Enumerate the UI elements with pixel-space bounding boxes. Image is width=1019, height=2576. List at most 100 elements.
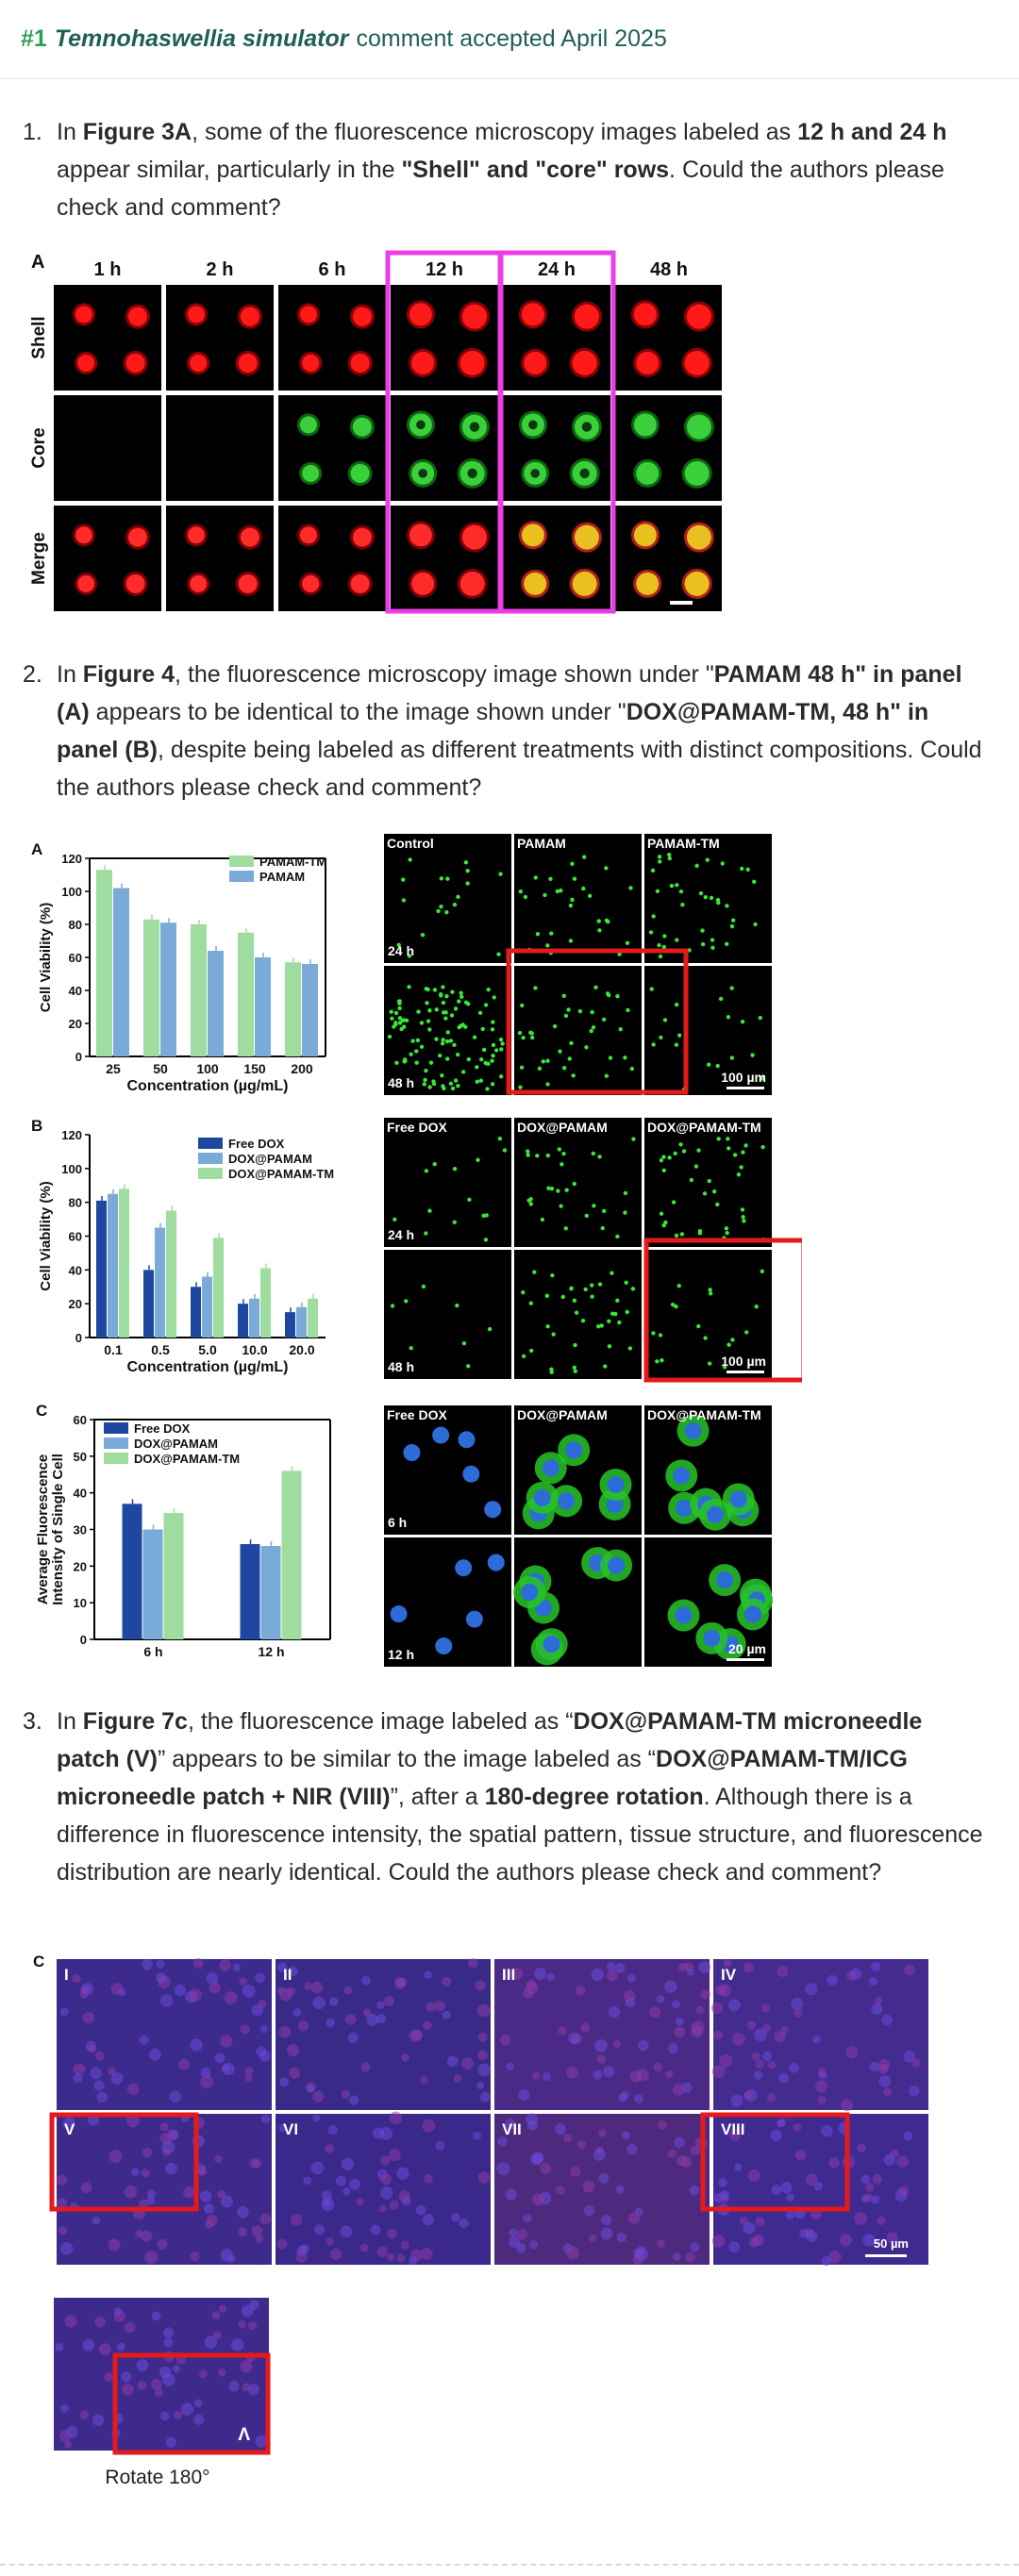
- nucleus: [451, 2212, 460, 2222]
- text-segment: In: [57, 661, 83, 688]
- bar: [96, 1200, 107, 1338]
- cell-dot: [520, 1003, 525, 1008]
- cell-dot: [497, 1137, 503, 1141]
- nucleus: [247, 2384, 259, 2396]
- micrograph-tile: [278, 285, 386, 391]
- nucleus: [211, 2311, 221, 2320]
- cell-dot: [708, 1288, 712, 1292]
- nucleus: [108, 2238, 121, 2252]
- nucleus: [142, 1959, 153, 1970]
- nucleus: [713, 2030, 723, 2040]
- cell-dot: [483, 1003, 489, 1007]
- cell-dot: [528, 1202, 533, 1206]
- cell-spot: [461, 524, 487, 550]
- nucleus: [296, 2245, 308, 2256]
- nucleus: [190, 2252, 200, 2262]
- nucleus: [306, 2085, 315, 2093]
- nucleus: [719, 2190, 729, 2201]
- cell-dot: [498, 872, 503, 876]
- cell-dot: [716, 1137, 721, 1141]
- nucleus: [898, 2185, 910, 2197]
- tile-label: IV: [721, 1966, 737, 1984]
- micrograph-tile: [615, 506, 722, 611]
- cell-spot: [75, 306, 92, 324]
- nucleus: [327, 2124, 338, 2136]
- cell-dot: [667, 1155, 672, 1160]
- nucleus: [868, 1976, 878, 1986]
- y-tick-label: 100: [61, 1162, 82, 1176]
- cell-dot: [625, 940, 630, 945]
- y-tick-label: 0: [75, 1331, 82, 1345]
- cell-dot: [700, 928, 705, 933]
- text-segment: In: [57, 119, 83, 145]
- row-label: 12 h: [388, 1647, 414, 1662]
- cell-spot: [411, 351, 435, 374]
- nucleus: [220, 2195, 234, 2208]
- cell-dot: [724, 1226, 729, 1231]
- nucleus: [239, 1977, 248, 1986]
- cell-spot: [686, 304, 711, 329]
- micrograph-tile: [644, 1250, 772, 1379]
- cell-dot: [523, 894, 528, 900]
- cell-dot: [478, 1056, 484, 1062]
- cell-dot: [491, 1020, 495, 1024]
- cell-dot: [599, 1323, 604, 1328]
- micrograph-tile: [166, 285, 274, 391]
- cell-dot: [407, 954, 412, 958]
- nucleus: [558, 1492, 576, 1510]
- nucleus: [343, 1986, 353, 1995]
- cell-dot: [681, 1149, 687, 1154]
- nucleus: [665, 2070, 674, 2079]
- cell-dot: [715, 1063, 720, 1069]
- cell-dot: [589, 1283, 594, 1288]
- cell-dot: [659, 1035, 663, 1040]
- micrograph-tile: [615, 395, 722, 501]
- nucleus: [221, 2064, 230, 2072]
- nucleus: [379, 2186, 393, 2200]
- cell-dot: [498, 1037, 504, 1042]
- panel-label: A: [31, 840, 42, 858]
- cell-spot: [459, 350, 485, 375]
- cell-dot: [559, 888, 563, 893]
- cell-dot: [545, 1153, 551, 1158]
- cell-dot: [466, 1364, 471, 1369]
- nucleus: [189, 1988, 202, 2002]
- nucleus: [874, 1996, 883, 2005]
- panel-label: C: [36, 1402, 47, 1420]
- cell-dot: [591, 1025, 596, 1030]
- text-segment: , the fluorescence image labeled as “: [187, 1708, 574, 1735]
- cell-dot: [390, 1016, 394, 1021]
- bar: [191, 1287, 201, 1338]
- figure-4: A 0 20 40 60 80 100 120 Cell Viability (%) 25 50 10…: [24, 830, 802, 1679]
- cell-dot: [703, 894, 708, 900]
- micrograph-tile: [503, 506, 610, 611]
- nucleus: [422, 2214, 434, 2226]
- cell-dot: [567, 1056, 572, 1061]
- nucleus: [883, 2153, 895, 2167]
- cell-dot: [679, 1232, 685, 1237]
- cell-spot: [299, 416, 317, 434]
- cell-dot: [742, 1219, 746, 1223]
- nucleus: [828, 2157, 840, 2169]
- nucleus: [442, 1976, 452, 1987]
- micrograph-tile: [644, 966, 772, 1095]
- nucleus: [785, 2211, 794, 2220]
- nucleus: [169, 2090, 181, 2103]
- legend-swatch: [198, 1153, 223, 1164]
- cell-dot: [528, 1030, 533, 1035]
- nucleus: [570, 2166, 581, 2177]
- column-label: Control: [387, 836, 434, 851]
- bar: [143, 1270, 154, 1338]
- nucleus: [813, 2182, 823, 2191]
- nucleus: [160, 1994, 174, 2007]
- cell-dot: [424, 1068, 428, 1073]
- nucleus: [612, 2040, 621, 2049]
- cell-spot: [633, 524, 657, 547]
- tile-label: I: [64, 1966, 69, 1984]
- cell-dot: [410, 1039, 415, 1043]
- nucleus: [329, 2248, 342, 2260]
- cell-spot: [125, 573, 145, 593]
- cell-spot: [574, 524, 599, 550]
- cell-dot: [528, 1301, 533, 1305]
- nucleus: [794, 2149, 807, 2161]
